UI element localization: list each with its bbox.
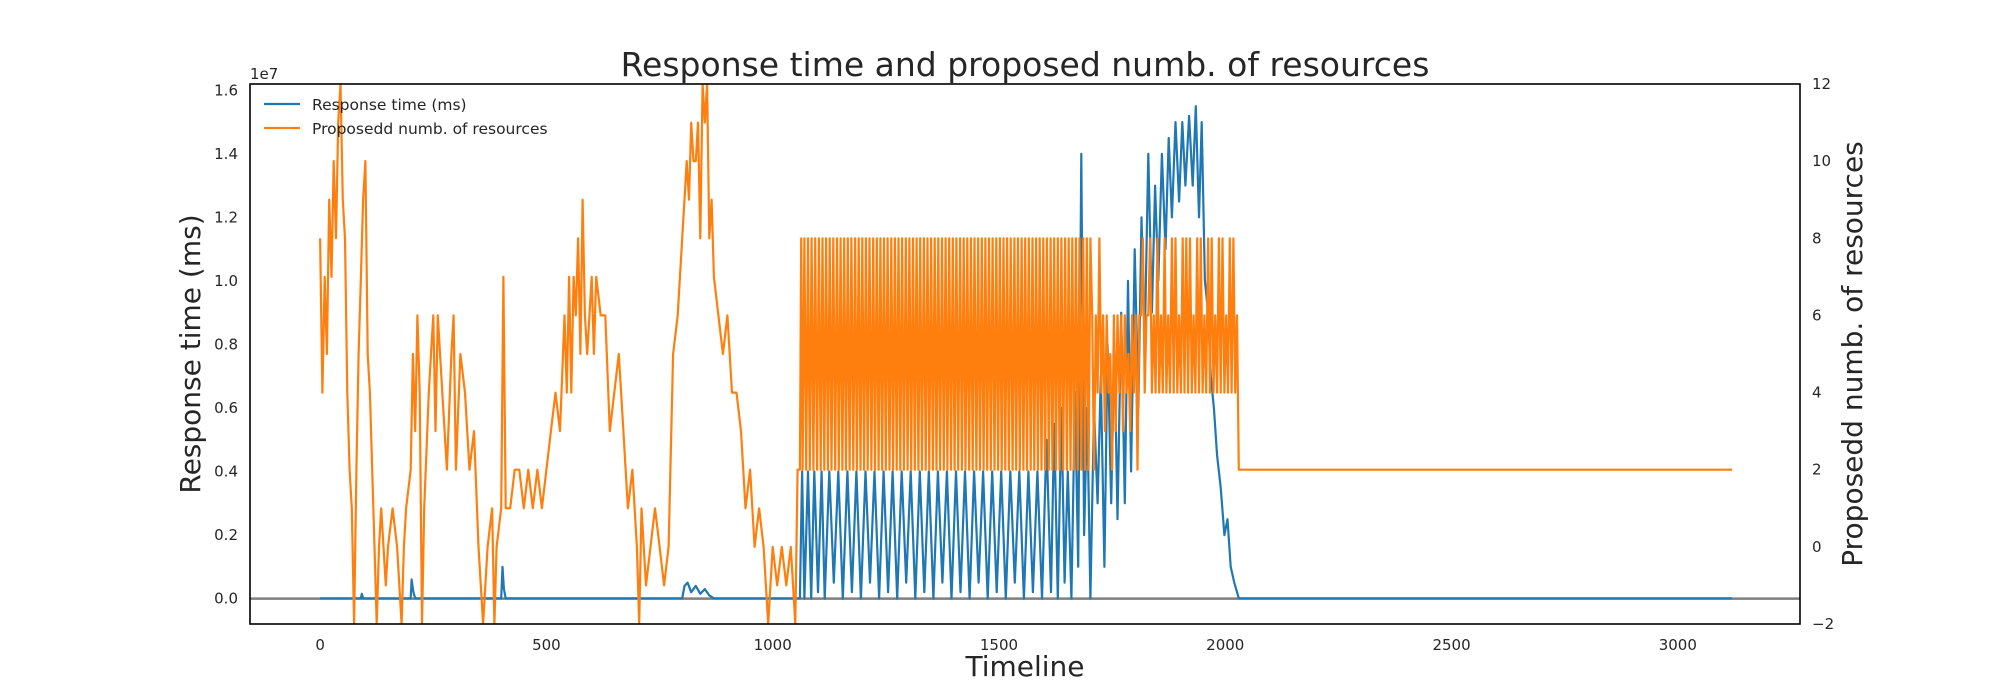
y2-tick-label: 2 (1812, 461, 1822, 479)
legend: Response time (ms) Proposedd numb. of re… (264, 96, 548, 138)
y2-tick-label: 8 (1812, 229, 1822, 247)
y2-tick-label: −2 (1812, 615, 1834, 633)
x-tick-label: 1000 (754, 636, 792, 654)
y-axis-label: Response time (ms) (174, 214, 207, 493)
y-tick-label: 1.2 (214, 208, 238, 226)
x-tick-label: 1500 (980, 636, 1018, 654)
y2-axis-label: Proposedd numb. of resources (1836, 141, 1869, 567)
y2-tick-label: 12 (1812, 75, 1831, 93)
y-tick-label: 0.0 (214, 590, 238, 608)
y-offset-text: 1e7 (250, 65, 278, 83)
y2-tick-label: 4 (1812, 384, 1822, 402)
chart-title: Response time and proposed numb. of reso… (621, 45, 1430, 84)
y-tick-label: 0.2 (214, 526, 238, 544)
y-tick-label: 1.0 (214, 272, 238, 290)
y-tick-label: 1.4 (214, 145, 238, 163)
axis-ticks: 0 500 1000 1500 2000 2500 3000 0.0 0.2 0.4 0.6 0.8 1… (214, 75, 1834, 654)
legend-label-response-time: Response time (ms) (312, 96, 467, 114)
y-tick-label: 0.8 (214, 335, 238, 353)
legend-label-resources: Proposedd numb. of resources (312, 120, 548, 138)
plot-area (250, 84, 1800, 624)
plot-frame (249, 83, 1801, 625)
y2-tick-label: 10 (1812, 152, 1831, 170)
x-tick-label: 0 (315, 636, 325, 654)
y-tick-label: 0.6 (214, 399, 238, 417)
x-tick-label: 2000 (1206, 636, 1244, 654)
series-line-response-time (320, 105, 1733, 600)
x-axis-label: Timeline (964, 650, 1084, 683)
x-tick-label: 500 (532, 636, 561, 654)
series-line-resources (319, 84, 1733, 624)
y-tick-label: 0.4 (214, 463, 238, 481)
x-tick-label: 3000 (1659, 636, 1697, 654)
x-tick-label: 2500 (1432, 636, 1470, 654)
y2-tick-label: 0 (1812, 538, 1822, 556)
y-tick-label: 1.6 (214, 81, 238, 99)
y2-tick-label: 6 (1812, 306, 1822, 324)
